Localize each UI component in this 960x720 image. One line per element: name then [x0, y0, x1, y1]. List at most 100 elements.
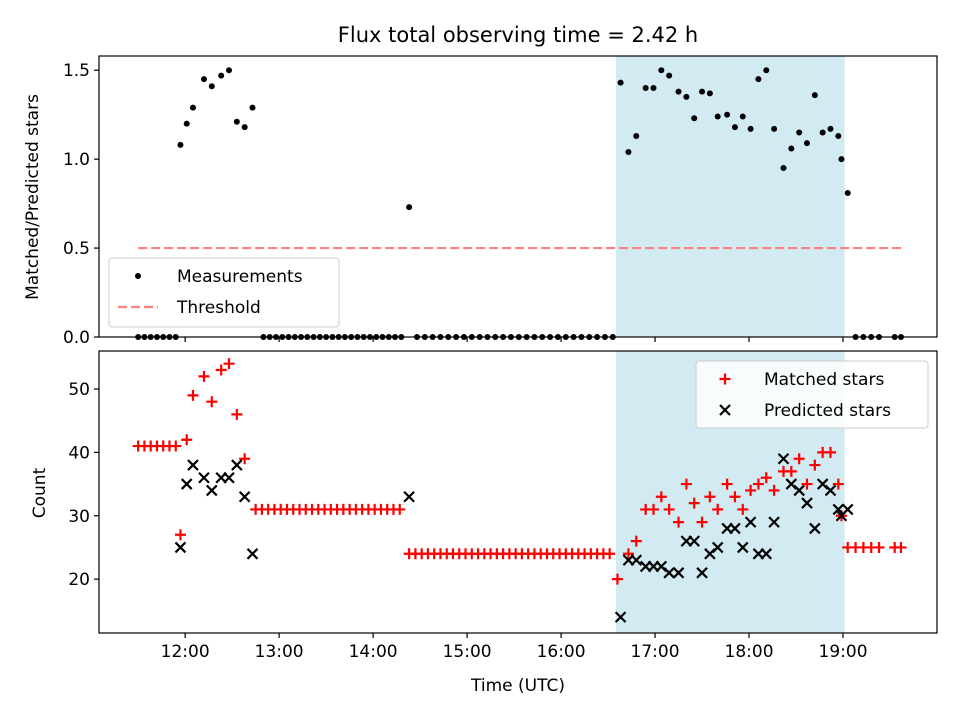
predicted-star-point	[696, 567, 708, 579]
measurement-point	[200, 76, 207, 83]
y-axis-label-ratio: Matched/Predicted stars	[23, 94, 43, 300]
matched-star-point	[611, 573, 623, 585]
measurement-point	[642, 85, 649, 92]
matched-star-point	[231, 408, 243, 420]
legend: Measurements Threshold	[108, 257, 340, 328]
x-tick-label: 18:00	[725, 642, 774, 662]
matched-star-point	[712, 503, 724, 515]
matched-star-point	[895, 541, 907, 553]
matched-star-point	[187, 389, 199, 401]
y-tick-label: 1.5	[63, 61, 90, 81]
x-tick-label: 17:00	[631, 642, 680, 662]
measurement-point	[249, 104, 256, 111]
predicted-star-point	[841, 503, 854, 516]
measurement-point	[771, 125, 778, 132]
legend-marker-x	[719, 404, 731, 416]
predicted-star-point	[824, 484, 837, 497]
legend-label: Predicted stars	[764, 401, 891, 421]
matched-star-point	[655, 491, 667, 503]
matched-star-point	[170, 440, 182, 452]
legend-label: Measurements	[177, 267, 303, 287]
predicted-star-point	[672, 567, 685, 579]
measurement-point	[226, 67, 233, 74]
legend-label: Matched stars	[764, 370, 884, 390]
matched-star-point	[873, 541, 885, 553]
measurement-point	[177, 141, 184, 148]
measurement-point	[406, 204, 413, 211]
predicted-star-point	[630, 554, 643, 566]
series-layer	[135, 67, 904, 340]
measurement-point	[633, 133, 640, 140]
predicted-star-point	[736, 541, 749, 554]
predicted-star-point	[744, 516, 757, 528]
y-tick-label: 0.0	[63, 328, 90, 348]
matched-star-point	[737, 503, 749, 515]
matched-star-point	[174, 529, 186, 541]
legend-marker-dot	[135, 273, 141, 279]
predicted-star-point	[663, 567, 675, 579]
measurement-point	[838, 156, 845, 163]
measurement-point	[796, 129, 803, 136]
predicted-star-point	[180, 478, 193, 490]
y-axis-label-count: Count	[30, 467, 50, 518]
matched-star-point	[604, 548, 616, 560]
measurement-point	[241, 124, 248, 131]
predicted-star-point	[760, 548, 773, 560]
y-tick-label: 50	[68, 380, 90, 400]
measurement-point	[835, 133, 842, 140]
measurement-point	[714, 113, 721, 120]
matched-star-point	[704, 491, 716, 503]
x-tick-label: 13:00	[255, 642, 304, 662]
predicted-star-point	[809, 522, 821, 535]
matched-star-point	[785, 465, 797, 477]
measurement-point	[625, 149, 632, 156]
measurement-point	[617, 79, 624, 86]
measurement-point	[233, 118, 240, 125]
predicted-star-point	[246, 548, 259, 560]
predicted-star-point	[403, 490, 415, 503]
predicted-star-point	[711, 541, 724, 554]
matched-star-point	[824, 446, 836, 458]
predicted-star-point	[688, 535, 700, 547]
predicted-star-point	[777, 452, 790, 465]
measurement-point	[724, 111, 731, 118]
x-tick-label: 19:00	[819, 642, 868, 662]
measurement-point	[218, 72, 225, 79]
x-tick-label: 12:00	[161, 642, 210, 662]
legend-box	[108, 257, 340, 328]
matched-star-point	[680, 478, 692, 490]
matched-star-point	[721, 478, 733, 490]
predicted-star-point	[768, 516, 780, 528]
matched-star-point	[394, 503, 406, 515]
predicted-star-point	[832, 503, 845, 516]
measurement-point	[666, 72, 673, 79]
x-tick-label: 16:00	[537, 642, 586, 662]
measurement-point	[208, 83, 215, 90]
matched-star-point	[630, 535, 642, 547]
predicted-star-point	[231, 459, 243, 471]
measurement-point	[819, 129, 826, 136]
measurement-point	[658, 67, 665, 74]
matched-star-point	[688, 497, 700, 509]
measurement-point	[811, 92, 818, 99]
matched-star-point	[752, 478, 764, 490]
matched-star-point	[801, 478, 813, 490]
measurement-point	[827, 125, 834, 132]
measurement-point	[683, 93, 690, 100]
predicted-star-point	[614, 611, 627, 623]
predicted-star-point	[198, 471, 210, 484]
matched-star-point	[745, 484, 757, 496]
matched-star-point	[760, 472, 772, 484]
measurement-point	[650, 85, 657, 92]
x-tick-label: 15:00	[443, 642, 492, 662]
top-axes: 0.0 0.5 1.0 1.5 Measurements Threshold	[63, 55, 938, 348]
matched-star-point	[181, 434, 193, 446]
matched-star-point	[673, 516, 685, 528]
y-tick-label: 0.5	[63, 239, 90, 259]
measurement-point	[731, 124, 738, 131]
matched-star-point	[622, 548, 634, 560]
x-axis-label: Time (UTC)	[470, 676, 565, 696]
measurement-point	[763, 67, 770, 74]
legend-label: Threshold	[176, 298, 261, 318]
